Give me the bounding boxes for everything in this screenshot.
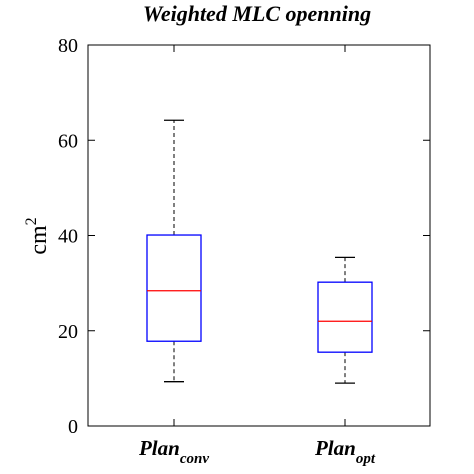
x-category-label-subscript: conv [180, 451, 210, 467]
y-tick-label: 40 [58, 226, 78, 248]
chart-title: Weighted MLC openning [143, 1, 371, 26]
y-tick-label: 80 [58, 35, 78, 57]
plot-area-frame [87, 44, 431, 427]
x-axis: Planconv Planopt [138, 45, 376, 467]
box-group [317, 256, 373, 384]
y-tick-label: 20 [58, 321, 78, 343]
box-series [146, 119, 373, 384]
x-category-label: Planconv [138, 436, 209, 467]
x-category-label: Planopt [314, 436, 376, 467]
y-axis-label-superscript: 2 [23, 217, 40, 225]
box-group [146, 119, 202, 383]
y-tick-label: 0 [68, 416, 78, 438]
y-axis: 0 20 40 60 80 [58, 35, 430, 438]
x-category-label-main: Plan [314, 436, 356, 460]
y-axis-label: cm2 [23, 217, 52, 254]
interquartile-box [146, 234, 202, 342]
x-category-label-main: Plan [138, 436, 180, 460]
interquartile-box [317, 281, 373, 353]
x-category-label-subscript: opt [356, 451, 376, 467]
y-tick-label: 60 [58, 130, 78, 152]
y-axis-label-base: cm [26, 225, 52, 255]
